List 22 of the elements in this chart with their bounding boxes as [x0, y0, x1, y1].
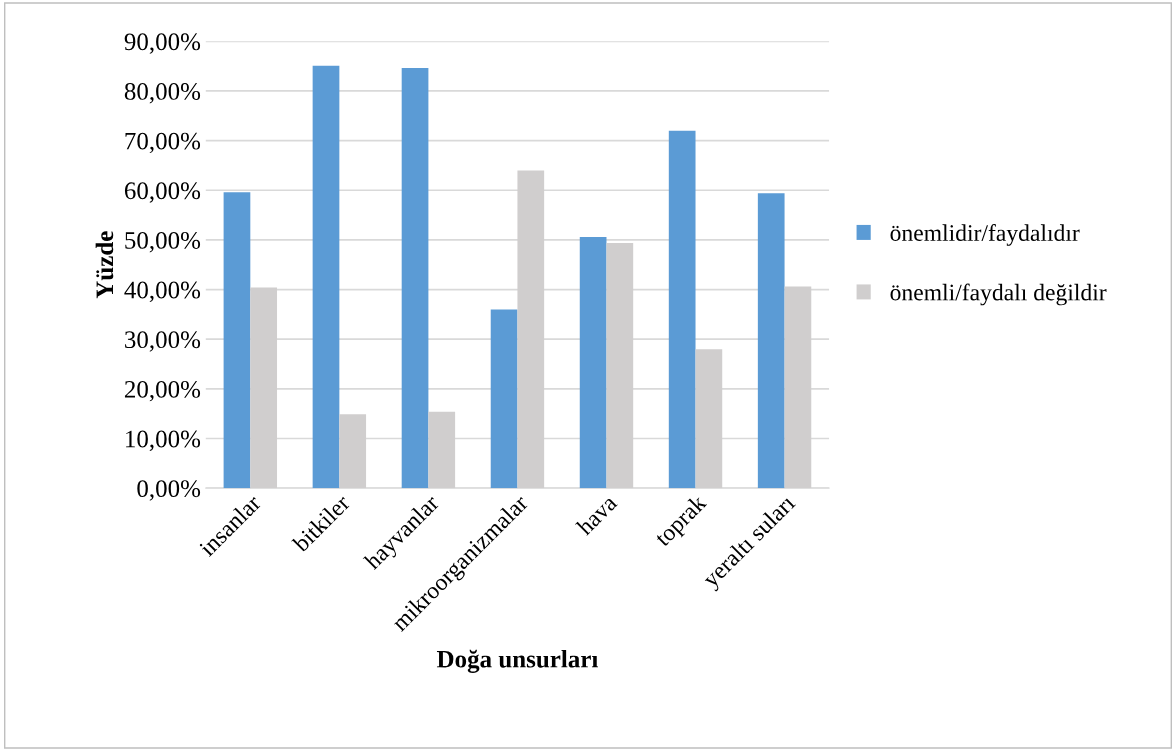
y-tick-label: 90,00%	[124, 33, 201, 54]
y-tick-label: 60,00%	[124, 182, 201, 203]
y-tick-label: 40,00%	[124, 281, 201, 303]
bar	[579, 236, 607, 489]
bar	[490, 309, 518, 489]
y-tick-label: 50,00%	[125, 231, 201, 253]
x-tick-label: hava	[575, 493, 618, 537]
bar	[668, 130, 696, 489]
x-axis-title: Doğa unsurları	[436, 649, 598, 673]
bar	[757, 193, 785, 489]
y-tick-label: 70,00%	[125, 132, 201, 154]
y-tick-label: 20,00%	[124, 380, 201, 402]
bar	[401, 68, 429, 489]
bar	[312, 65, 340, 489]
y-tick-label: 0,00%	[137, 480, 201, 501]
y-tick-label: 30,00%	[125, 331, 201, 352]
y-tick-label: 10,00%	[126, 430, 201, 452]
y-tick-label: 80,00%	[124, 83, 201, 104]
y-axis-title: Yüzde	[95, 231, 114, 299]
bar	[223, 192, 251, 489]
legend-label: önemli/faydalı değildir	[890, 283, 1107, 306]
legend-label: önemlidir/faydalıdır	[890, 224, 1080, 246]
